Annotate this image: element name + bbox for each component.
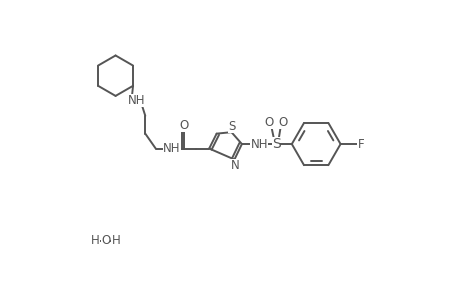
Text: O: O bbox=[101, 234, 110, 247]
Text: NH: NH bbox=[250, 138, 267, 151]
Text: NH: NH bbox=[163, 142, 180, 155]
Text: N: N bbox=[230, 159, 239, 172]
Text: O: O bbox=[278, 116, 287, 129]
Text: H: H bbox=[111, 234, 120, 247]
Text: NH: NH bbox=[127, 94, 145, 107]
Text: O: O bbox=[264, 116, 273, 129]
Text: F: F bbox=[357, 138, 364, 151]
Text: H: H bbox=[91, 234, 100, 247]
Text: O: O bbox=[179, 119, 189, 132]
Text: S: S bbox=[228, 120, 235, 133]
Text: S: S bbox=[271, 137, 280, 151]
